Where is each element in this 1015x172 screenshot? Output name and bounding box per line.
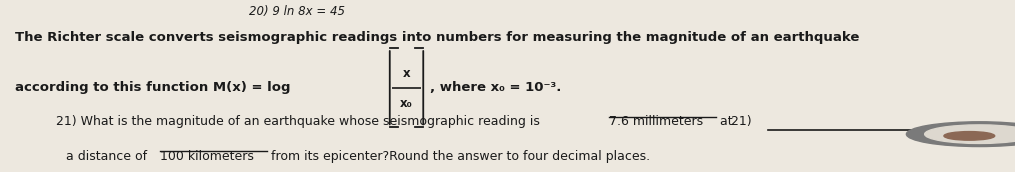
Text: The Richter scale converts seismographic readings into numbers for measuring the: The Richter scale converts seismographic… [15,31,860,44]
Circle shape [944,132,995,140]
Text: x₀: x₀ [400,97,413,110]
Text: a distance of: a distance of [66,150,151,163]
Text: , where x₀ = 10⁻³.: , where x₀ = 10⁻³. [430,81,561,94]
Text: 21): 21) [731,115,755,128]
Text: 100 kilometers: 100 kilometers [160,150,254,163]
Text: at: at [716,115,732,128]
Text: 20) 9 ln 8x = 45: 20) 9 ln 8x = 45 [249,5,345,18]
Circle shape [906,122,1015,147]
Text: x: x [403,67,410,80]
Circle shape [925,125,1015,143]
Text: from its epicenter?Round the answer to four decimal places.: from its epicenter?Round the answer to f… [267,150,650,163]
Text: 7.6 millimeters: 7.6 millimeters [609,115,703,128]
Text: 21) What is the magnitude of an earthquake whose seismographic reading is: 21) What is the magnitude of an earthqua… [56,115,544,128]
Text: according to this function M(x) = log: according to this function M(x) = log [15,81,290,94]
